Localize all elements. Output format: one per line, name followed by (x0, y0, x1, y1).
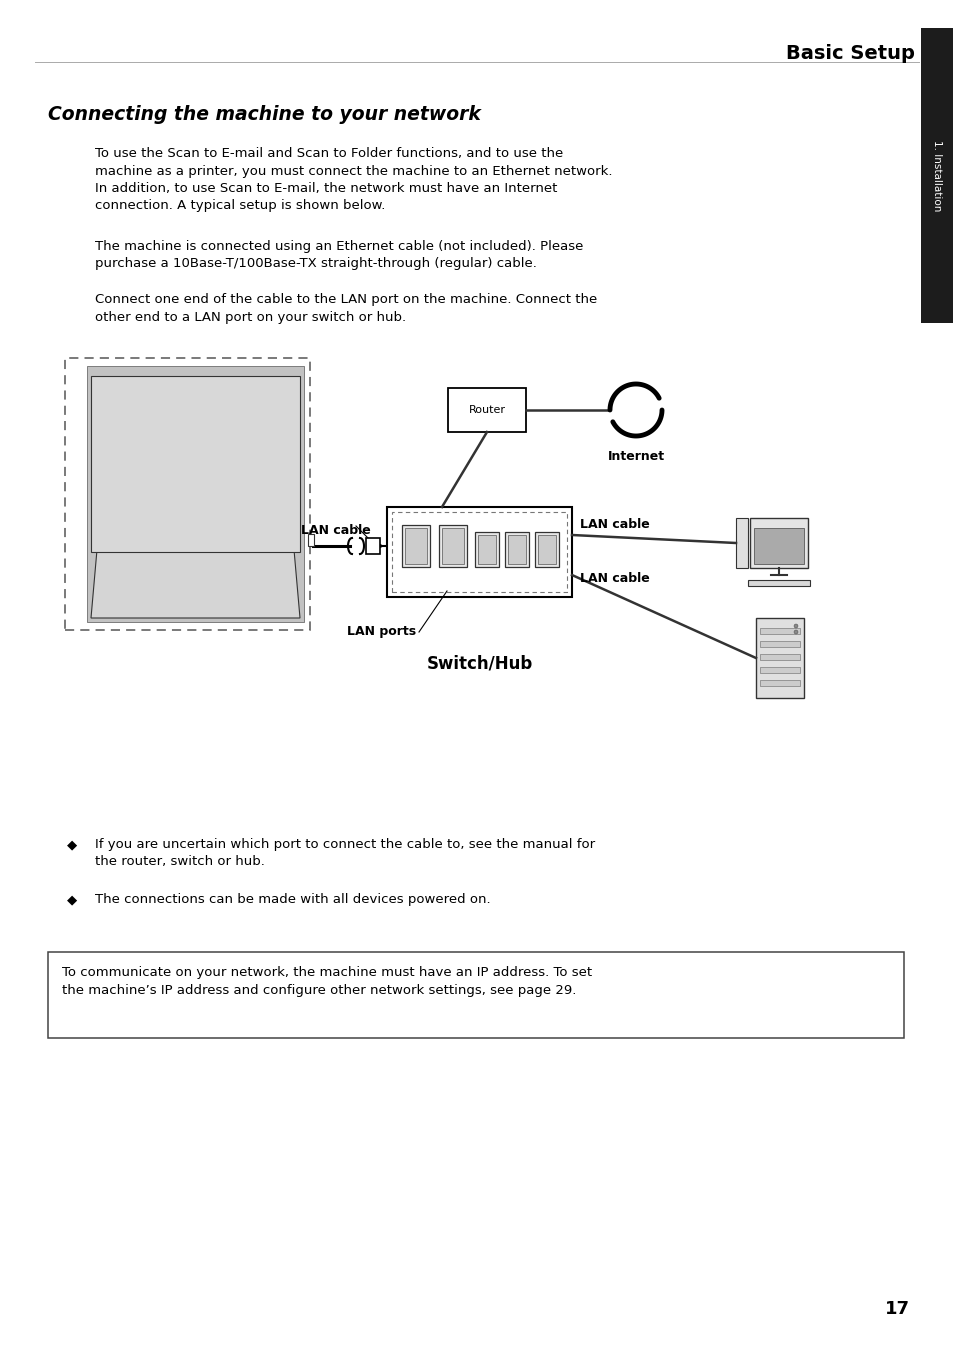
Bar (749, 518, 807, 568)
Text: LAN cable: LAN cable (579, 519, 649, 531)
Bar (401, 525, 430, 566)
Bar (438, 525, 467, 566)
Bar (65, 358, 310, 630)
Bar (405, 529, 427, 564)
Text: To use the Scan to E-mail and Scan to Folder functions, and to use the
machine a: To use the Scan to E-mail and Scan to Fo… (95, 147, 612, 212)
Text: If you are uncertain which port to connect the cable to, see the manual for
the : If you are uncertain which port to conne… (95, 838, 595, 868)
Text: LAN cable: LAN cable (301, 525, 371, 537)
Bar (392, 512, 566, 592)
Bar (507, 535, 525, 564)
Bar (920, 28, 953, 323)
Bar (448, 388, 525, 433)
Bar (747, 580, 809, 585)
Bar (475, 531, 498, 566)
Text: ◆: ◆ (67, 894, 77, 906)
Bar (87, 366, 304, 622)
Text: Internet: Internet (607, 450, 664, 462)
Text: Router: Router (468, 406, 505, 415)
Text: The machine is connected using an Ethernet cable (not included). Please
purchase: The machine is connected using an Ethern… (95, 241, 583, 270)
Bar (387, 507, 572, 598)
Bar (48, 952, 903, 1038)
Circle shape (793, 625, 797, 627)
Bar (760, 641, 800, 648)
Text: Basic Setup: Basic Setup (785, 45, 914, 64)
Bar (441, 529, 463, 564)
Text: 17: 17 (883, 1301, 908, 1318)
Text: The connections can be made with all devices powered on.: The connections can be made with all dev… (95, 894, 490, 906)
Bar (755, 618, 803, 698)
Text: LAN ports: LAN ports (347, 626, 416, 638)
Bar (760, 654, 800, 660)
Bar (537, 535, 556, 564)
Bar (366, 538, 379, 554)
Bar (760, 667, 800, 673)
Bar (477, 535, 496, 564)
Bar (760, 680, 800, 685)
Text: ◆: ◆ (67, 838, 77, 850)
Text: To communicate on your network, the machine must have an IP address. To set
the : To communicate on your network, the mach… (62, 965, 592, 996)
Text: LAN cable: LAN cable (579, 572, 649, 585)
Bar (753, 529, 803, 564)
Text: Connect one end of the cable to the LAN port on the machine. Connect the
other e: Connect one end of the cable to the LAN … (95, 293, 597, 323)
Bar (535, 531, 558, 566)
Bar (504, 531, 529, 566)
Polygon shape (91, 435, 299, 618)
Text: Switch/Hub: Switch/Hub (426, 654, 532, 673)
Text: 1. Installation: 1. Installation (931, 139, 942, 211)
Text: Connecting the machine to your network: Connecting the machine to your network (48, 105, 480, 124)
Bar (735, 518, 747, 568)
Bar (91, 376, 299, 552)
Bar (308, 534, 314, 546)
Bar (760, 627, 800, 634)
Circle shape (793, 630, 797, 634)
